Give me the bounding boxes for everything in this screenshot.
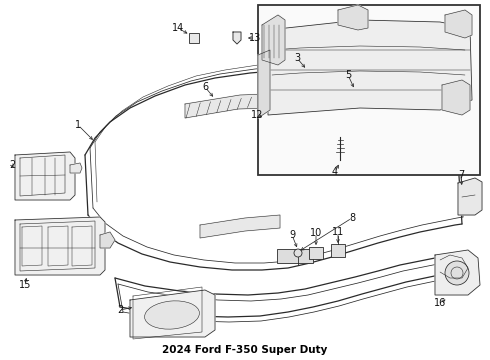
FancyBboxPatch shape	[309, 247, 323, 259]
Text: 4: 4	[332, 167, 338, 177]
Text: 12: 12	[251, 110, 263, 120]
Text: 6: 6	[202, 82, 208, 92]
Polygon shape	[435, 250, 480, 295]
Text: 10: 10	[310, 228, 322, 238]
Polygon shape	[270, 87, 368, 108]
Text: 8: 8	[349, 213, 355, 223]
Polygon shape	[262, 15, 285, 65]
Circle shape	[294, 249, 302, 257]
Polygon shape	[258, 50, 270, 118]
Text: 7: 7	[458, 170, 464, 180]
Text: 5: 5	[345, 70, 351, 80]
FancyBboxPatch shape	[331, 244, 345, 257]
Text: 15: 15	[19, 280, 31, 290]
Text: 16: 16	[434, 298, 446, 308]
Text: 13: 13	[249, 33, 261, 43]
Ellipse shape	[145, 301, 199, 329]
Circle shape	[352, 91, 362, 101]
Polygon shape	[268, 20, 472, 115]
Text: 2024 Ford F-350 Super Duty: 2024 Ford F-350 Super Duty	[162, 345, 328, 355]
FancyBboxPatch shape	[277, 249, 313, 263]
Polygon shape	[70, 163, 82, 173]
Text: 1: 1	[75, 120, 81, 130]
Polygon shape	[185, 94, 270, 118]
Text: 2: 2	[9, 160, 15, 170]
Polygon shape	[130, 290, 215, 337]
Circle shape	[445, 261, 469, 285]
Text: 9: 9	[289, 230, 295, 240]
Text: 2: 2	[117, 305, 123, 315]
FancyBboxPatch shape	[258, 5, 480, 175]
Polygon shape	[233, 32, 241, 44]
Polygon shape	[445, 10, 472, 38]
Polygon shape	[200, 215, 280, 238]
Polygon shape	[15, 152, 75, 200]
Polygon shape	[15, 217, 105, 275]
Polygon shape	[338, 5, 368, 30]
Text: 14: 14	[172, 23, 184, 33]
Text: 11: 11	[332, 227, 344, 237]
Polygon shape	[442, 80, 470, 115]
Text: 3: 3	[294, 53, 300, 63]
Polygon shape	[100, 232, 115, 248]
Polygon shape	[458, 178, 482, 215]
FancyBboxPatch shape	[189, 33, 199, 43]
